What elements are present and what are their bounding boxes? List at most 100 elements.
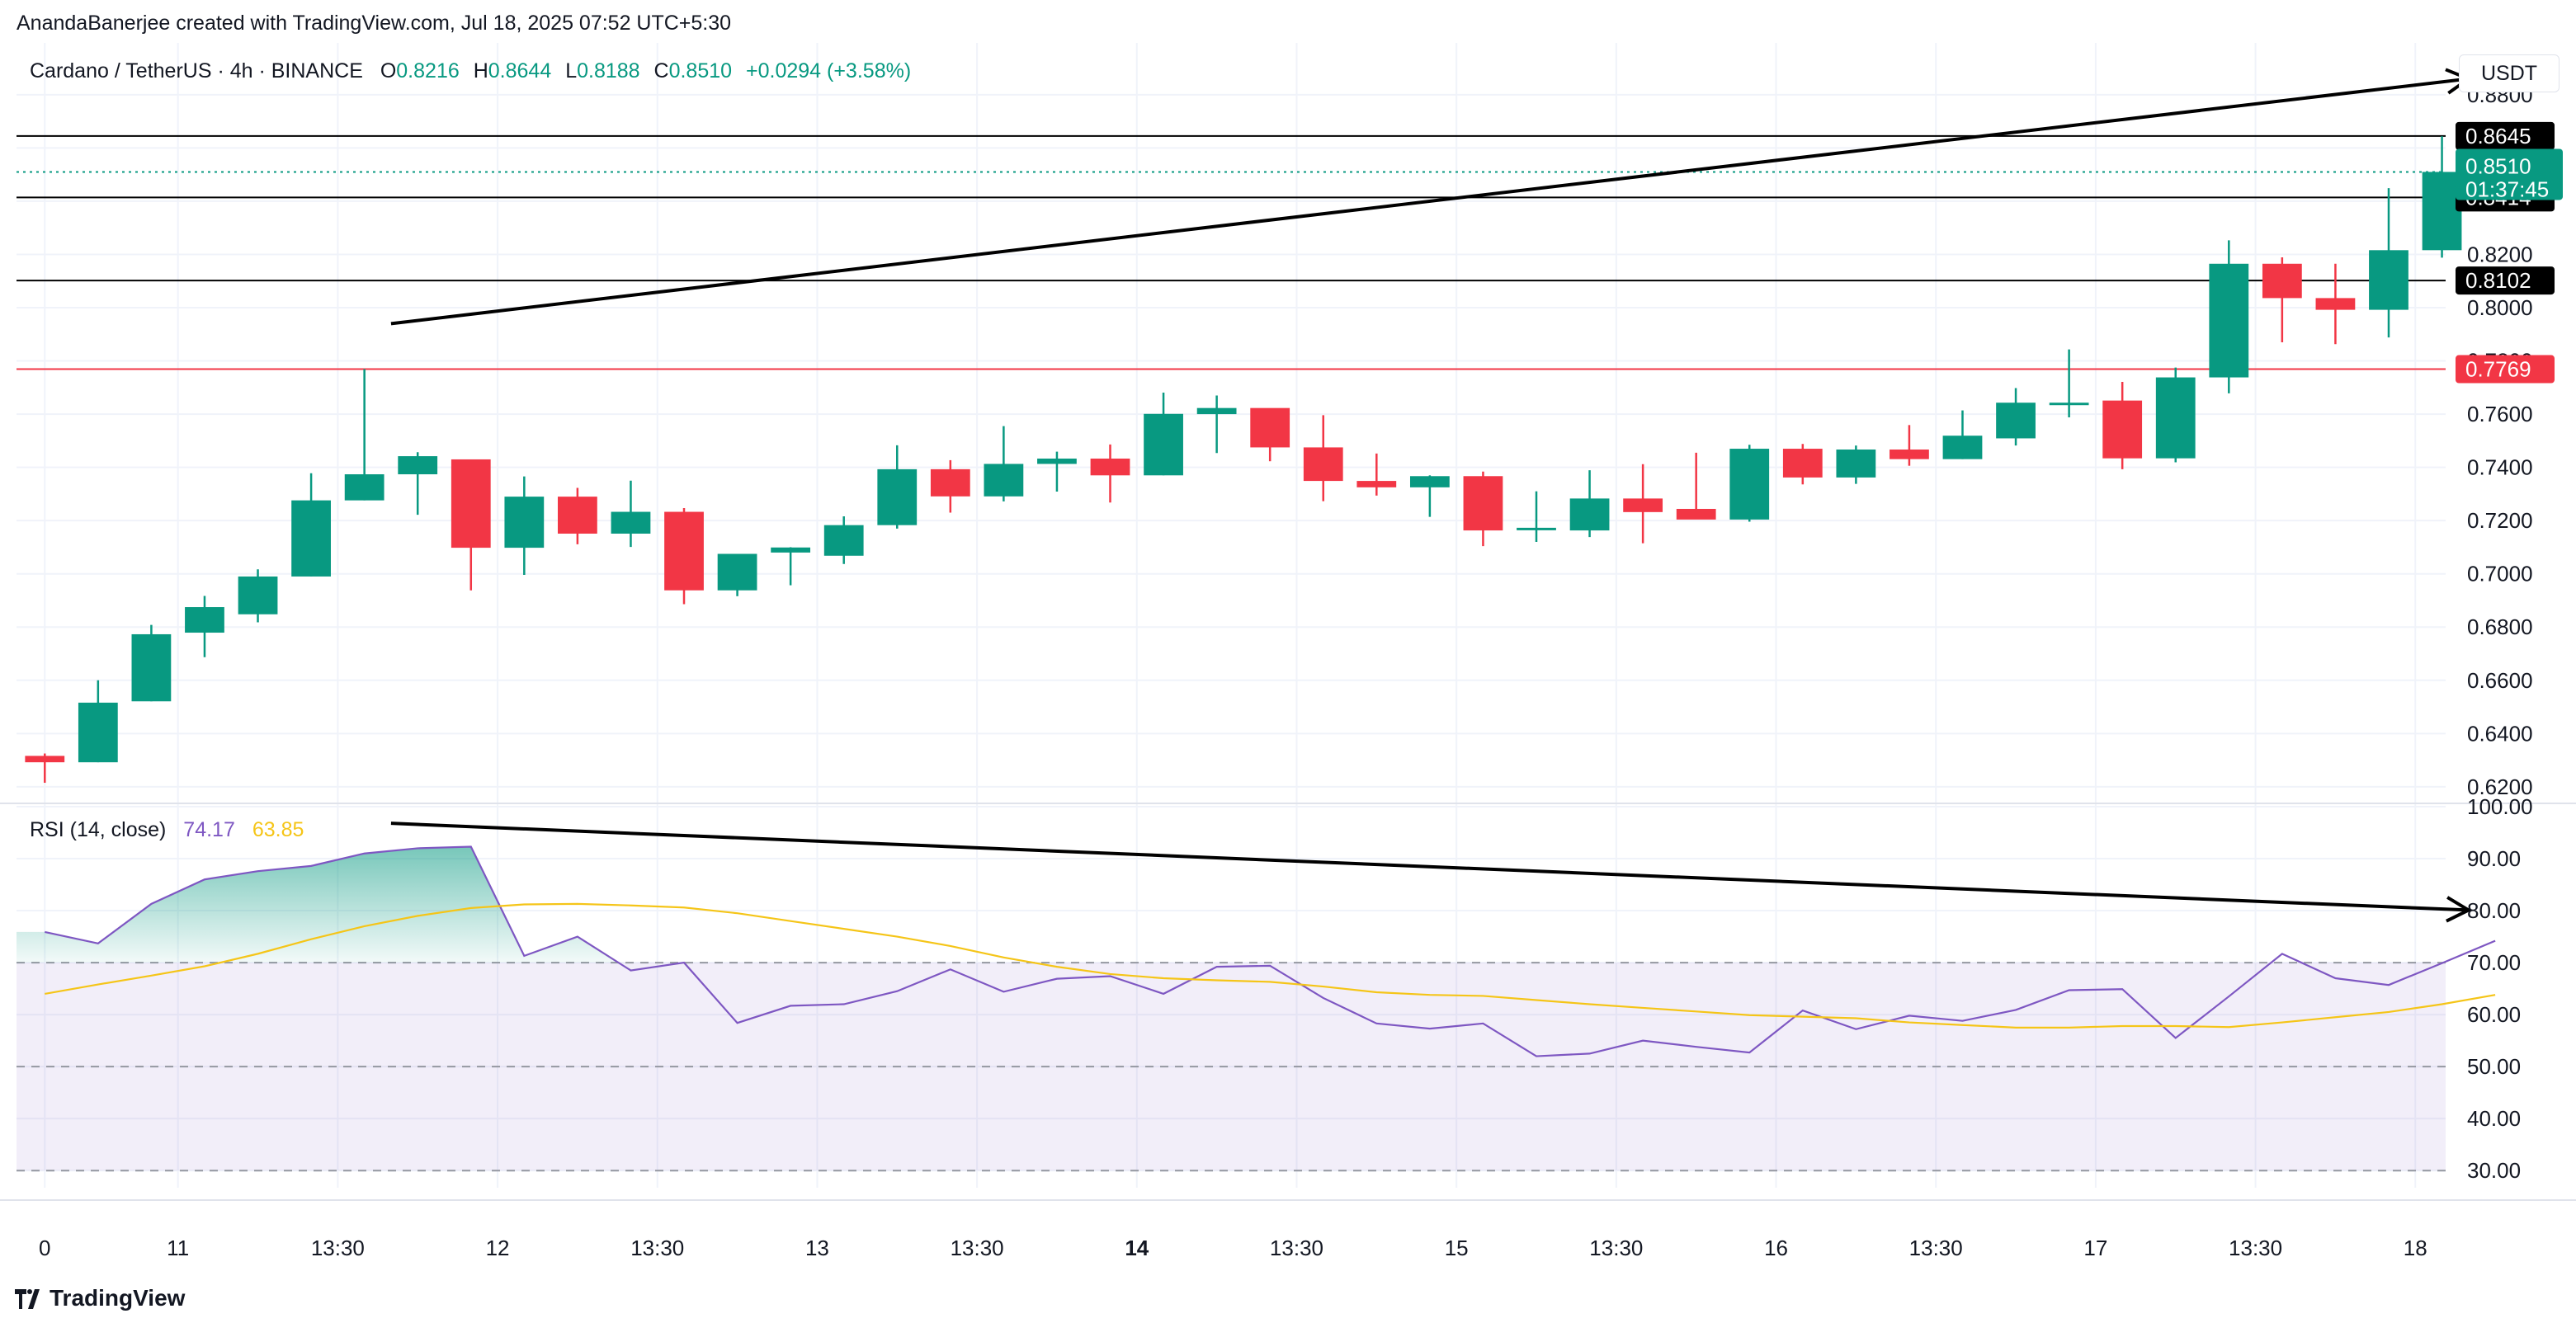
price-trendline-line[interactable]: [390, 77, 2470, 326]
candle-body[interactable]: [504, 497, 545, 549]
candle[interactable]: [1890, 425, 1929, 466]
candle-body[interactable]: [1782, 449, 1823, 478]
candle-body[interactable]: [930, 468, 970, 497]
candle[interactable]: [984, 426, 1024, 501]
candle-body[interactable]: [1517, 527, 1556, 530]
candles-layer[interactable]: [25, 136, 2462, 784]
candle-body[interactable]: [451, 459, 491, 549]
candle[interactable]: [2102, 382, 2143, 469]
candle-body[interactable]: [984, 464, 1024, 497]
candle-body[interactable]: [344, 474, 385, 501]
candle-body[interactable]: [2262, 263, 2302, 299]
candle[interactable]: [25, 753, 65, 784]
candle-body[interactable]: [1729, 449, 1770, 520]
candle-body[interactable]: [717, 553, 757, 591]
candle-body[interactable]: [664, 511, 704, 591]
tradingview-logo[interactable]: TradingView: [15, 1285, 185, 1311]
candle-body[interactable]: [558, 497, 597, 534]
candle[interactable]: [823, 516, 864, 564]
candle-body[interactable]: [823, 525, 864, 556]
candle[interactable]: [1409, 475, 1450, 517]
candle[interactable]: [78, 680, 118, 763]
candle-body[interactable]: [1144, 413, 1183, 476]
candle-body[interactable]: [2422, 172, 2462, 251]
candle-body[interactable]: [1676, 508, 1716, 520]
candle[interactable]: [2369, 188, 2409, 338]
candle[interactable]: [1356, 453, 1397, 496]
candle[interactable]: [2049, 349, 2089, 417]
candle-body[interactable]: [611, 511, 651, 534]
candle-body[interactable]: [2102, 400, 2143, 459]
candle[interactable]: [238, 569, 278, 623]
candle-body[interactable]: [238, 576, 278, 614]
candle-body[interactable]: [1890, 450, 1929, 459]
candle[interactable]: [185, 596, 224, 657]
candle-body[interactable]: [25, 756, 65, 763]
candle-body[interactable]: [877, 468, 918, 525]
rsi-label[interactable]: RSI (14, close): [30, 818, 167, 841]
candle[interactable]: [1676, 452, 1716, 520]
rsi-line[interactable]: [45, 845, 2496, 1057]
candle[interactable]: [2262, 257, 2302, 342]
candle[interactable]: [1942, 410, 1983, 459]
candle[interactable]: [504, 476, 545, 575]
candle-body[interactable]: [1996, 403, 2036, 439]
candle[interactable]: [1303, 415, 1343, 501]
candle[interactable]: [344, 369, 385, 501]
horizontal-levels-layer[interactable]: [17, 134, 2446, 370]
candle[interactable]: [930, 459, 970, 513]
candle-body[interactable]: [2209, 263, 2249, 378]
candle-body[interactable]: [1942, 436, 1983, 459]
candle-body[interactable]: [1569, 498, 1610, 531]
candle[interactable]: [451, 459, 491, 591]
candle[interactable]: [2315, 263, 2356, 345]
candle[interactable]: [131, 624, 172, 702]
rsi-trendline-line[interactable]: [390, 822, 2469, 912]
candle[interactable]: [398, 452, 438, 516]
candle[interactable]: [1037, 451, 1077, 492]
candle-body[interactable]: [771, 547, 811, 553]
candle[interactable]: [1996, 388, 2036, 446]
candle[interactable]: [1144, 392, 1183, 476]
candle[interactable]: [1836, 445, 1876, 484]
candle[interactable]: [611, 480, 651, 548]
candle-body[interactable]: [291, 500, 331, 577]
candle-body[interactable]: [1090, 458, 1130, 476]
candle-body[interactable]: [2049, 403, 2089, 406]
candle-body[interactable]: [1303, 447, 1343, 482]
candle[interactable]: [1090, 444, 1130, 503]
candle[interactable]: [291, 473, 331, 577]
candle[interactable]: [2422, 136, 2462, 258]
symbol-label[interactable]: Cardano / TetherUS · 4h · BINANCE: [30, 59, 363, 82]
candle-body[interactable]: [131, 633, 172, 702]
candle[interactable]: [877, 445, 918, 529]
candle-body[interactable]: [1463, 476, 1503, 531]
candle[interactable]: [2155, 367, 2196, 463]
candle-body[interactable]: [2155, 377, 2196, 459]
candle-body[interactable]: [1037, 458, 1077, 464]
candle[interactable]: [2209, 240, 2249, 393]
candle[interactable]: [1782, 444, 1823, 485]
candle[interactable]: [1196, 395, 1237, 454]
candle[interactable]: [1729, 445, 1770, 522]
rsi-ma-line[interactable]: [45, 902, 2496, 1029]
candle-body[interactable]: [1356, 481, 1397, 487]
candle[interactable]: [1517, 491, 1556, 542]
candle[interactable]: [1569, 470, 1610, 538]
candle-body[interactable]: [398, 456, 438, 475]
candle[interactable]: [558, 487, 597, 544]
candle[interactable]: [1250, 407, 1290, 462]
candle-body[interactable]: [1196, 407, 1237, 415]
rsi-layer[interactable]: [45, 845, 2496, 1057]
candle[interactable]: [1463, 471, 1503, 547]
candle-body[interactable]: [2315, 298, 2356, 310]
candle-body[interactable]: [1409, 476, 1450, 487]
candle-body[interactable]: [78, 702, 118, 763]
candle[interactable]: [1623, 464, 1663, 544]
candle[interactable]: [717, 553, 757, 596]
price-trendline[interactable]: [390, 68, 2472, 326]
candle[interactable]: [771, 547, 811, 586]
candle-body[interactable]: [2369, 250, 2409, 310]
candle-body[interactable]: [1250, 407, 1290, 448]
